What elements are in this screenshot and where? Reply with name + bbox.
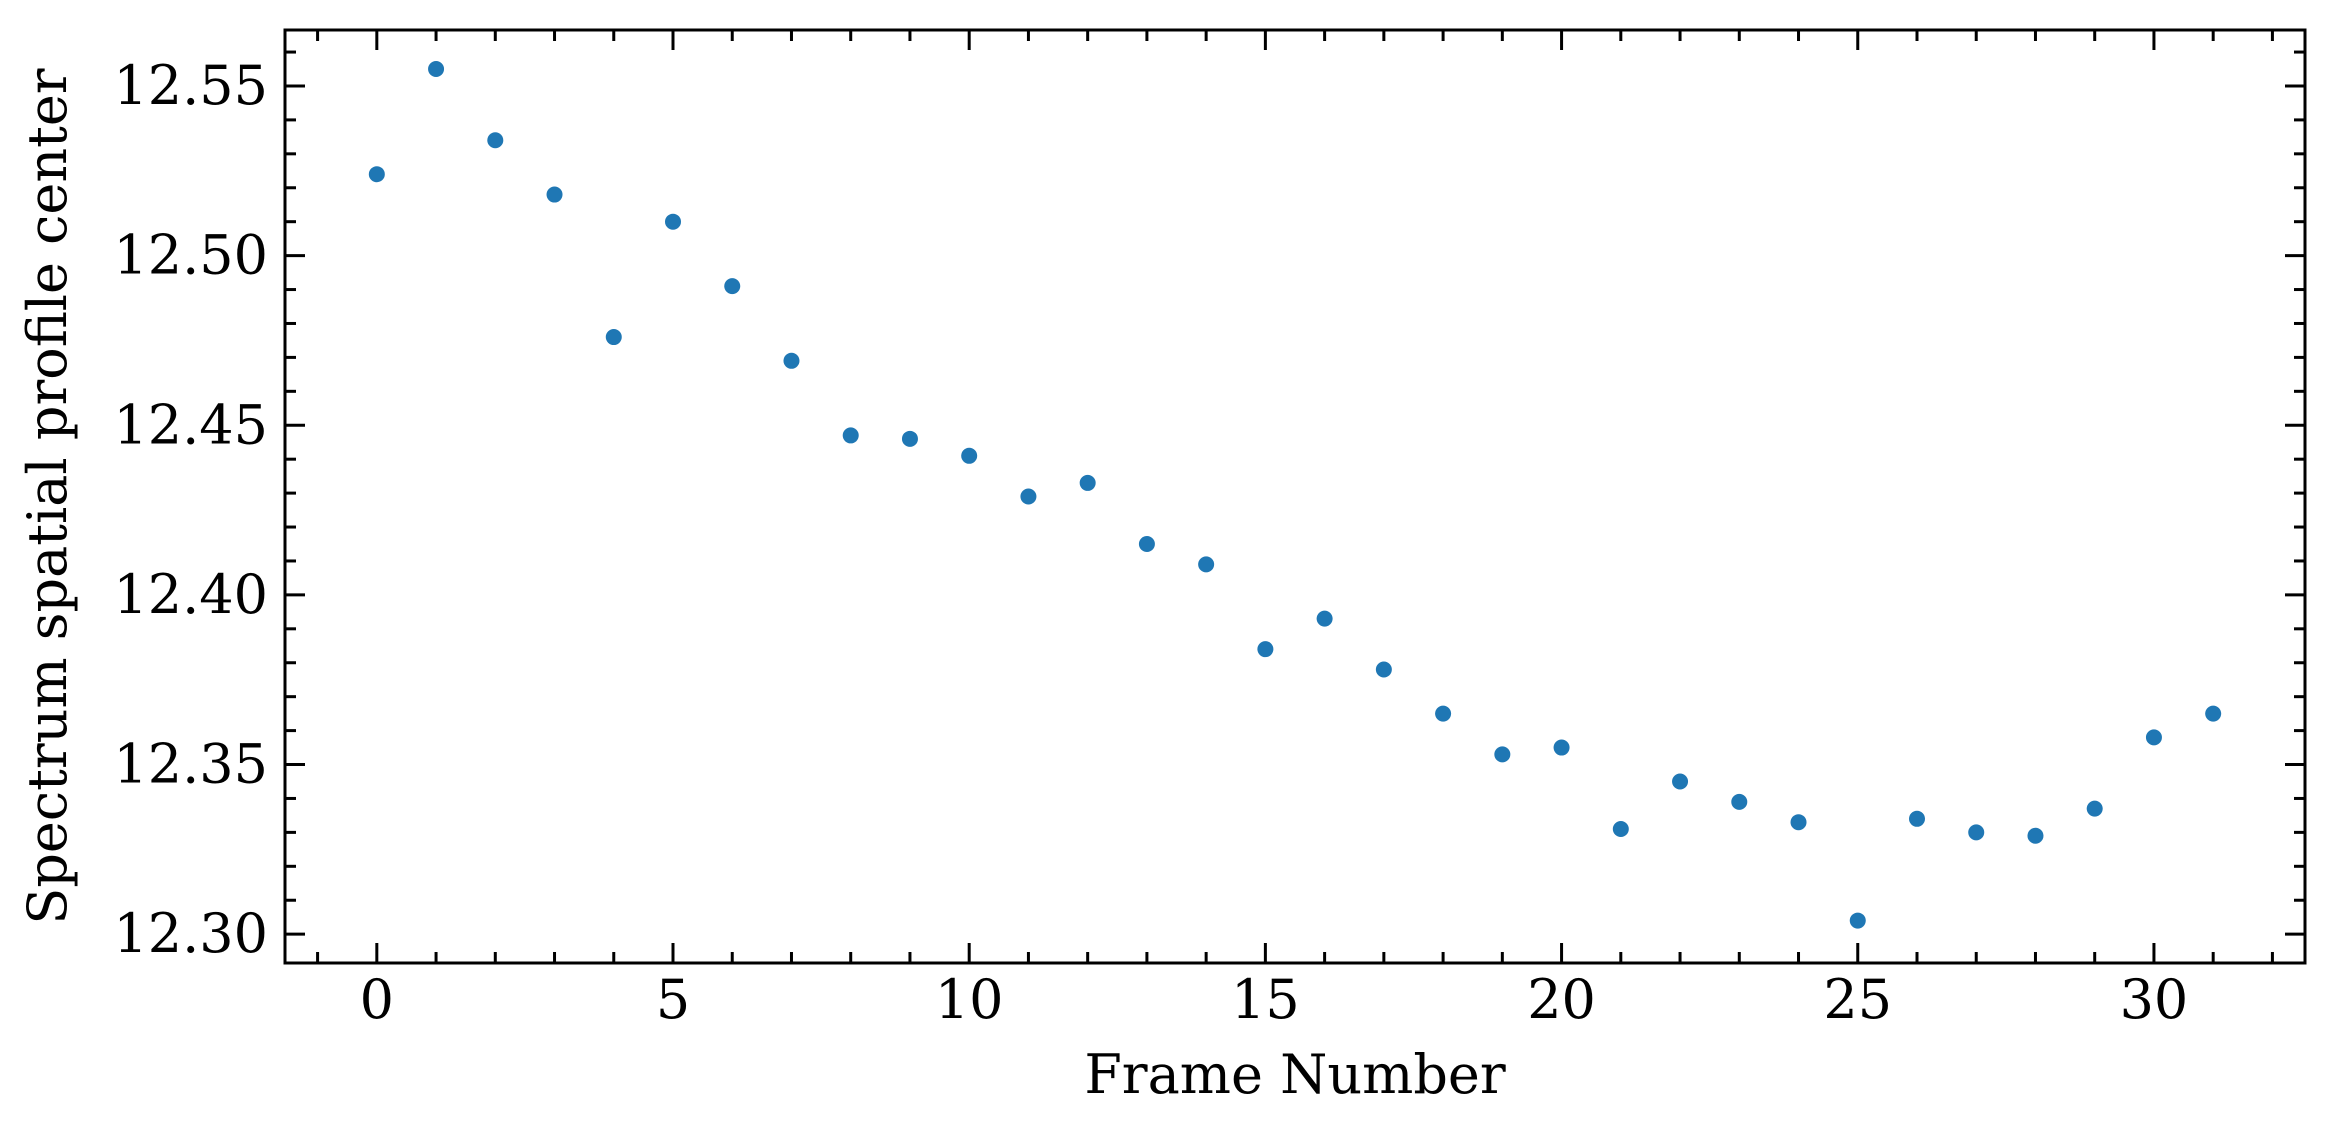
data-point — [546, 186, 563, 203]
x-tick-labels: 0 5 10 15 20 25 30 — [360, 968, 2189, 1031]
data-point — [1079, 474, 1096, 491]
x-tick-label: 0 — [360, 968, 394, 1031]
data-point — [1020, 488, 1037, 505]
data-point — [1849, 912, 1866, 929]
y-tick-labels: 12.30 12.35 12.40 12.45 12.50 12.55 — [113, 54, 268, 965]
data-point — [368, 166, 385, 183]
x-axis-title: Frame Number — [1084, 1043, 1506, 1106]
data-point — [665, 213, 682, 230]
y-axis-title: Spectrum spatial profile center — [16, 68, 79, 924]
data-point — [2145, 729, 2162, 746]
data-point — [1198, 556, 1215, 573]
data-point — [487, 132, 504, 149]
data-point — [1257, 641, 1274, 658]
x-tick-label: 20 — [1527, 968, 1596, 1031]
axis-ticks — [285, 30, 2305, 963]
data-point — [961, 447, 978, 464]
data-point — [1908, 810, 1925, 827]
data-point — [1435, 705, 1452, 722]
data-point — [1612, 820, 1629, 837]
data-point — [1553, 739, 1570, 756]
y-tick-label: 12.40 — [113, 563, 268, 626]
data-point — [605, 329, 622, 346]
data-point — [724, 278, 741, 295]
data-point — [2086, 800, 2103, 817]
data-point — [1494, 746, 1511, 763]
data-point — [428, 61, 445, 78]
plot-frame — [283, 28, 2307, 965]
data-point — [1790, 814, 1807, 831]
data-point — [901, 430, 918, 447]
data-point — [1316, 610, 1333, 627]
y-tick-label: 12.30 — [113, 902, 268, 965]
y-tick-label: 12.45 — [113, 393, 268, 456]
data-point — [1672, 773, 1689, 790]
data-point — [783, 352, 800, 369]
data-point — [1731, 793, 1748, 810]
x-tick-label: 10 — [935, 968, 1004, 1031]
data-point — [1138, 535, 1155, 552]
y-tick-label: 12.55 — [113, 54, 268, 117]
y-tick-label: 12.35 — [113, 733, 268, 796]
data-point — [2205, 705, 2222, 722]
data-point — [2027, 827, 2044, 844]
data-points — [368, 61, 2222, 929]
x-tick-label: 15 — [1231, 968, 1300, 1031]
x-tick-label: 30 — [2120, 968, 2189, 1031]
data-point — [842, 427, 859, 444]
x-tick-label: 25 — [1823, 968, 1892, 1031]
y-tick-label: 12.50 — [113, 224, 268, 287]
x-tick-label: 5 — [656, 968, 690, 1031]
data-point — [1375, 661, 1392, 678]
data-point — [1968, 824, 1985, 841]
